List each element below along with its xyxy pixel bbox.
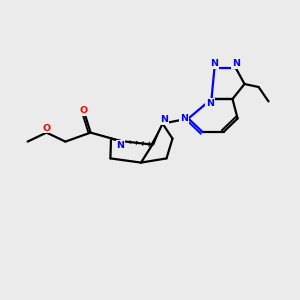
Text: N: N — [180, 114, 188, 123]
Polygon shape — [151, 124, 163, 146]
Text: O: O — [42, 124, 51, 133]
Text: O: O — [80, 106, 88, 115]
Text: N: N — [117, 141, 124, 150]
Text: N: N — [232, 59, 240, 68]
Text: N: N — [210, 59, 218, 68]
Text: N: N — [206, 99, 214, 108]
Text: N: N — [160, 115, 168, 124]
